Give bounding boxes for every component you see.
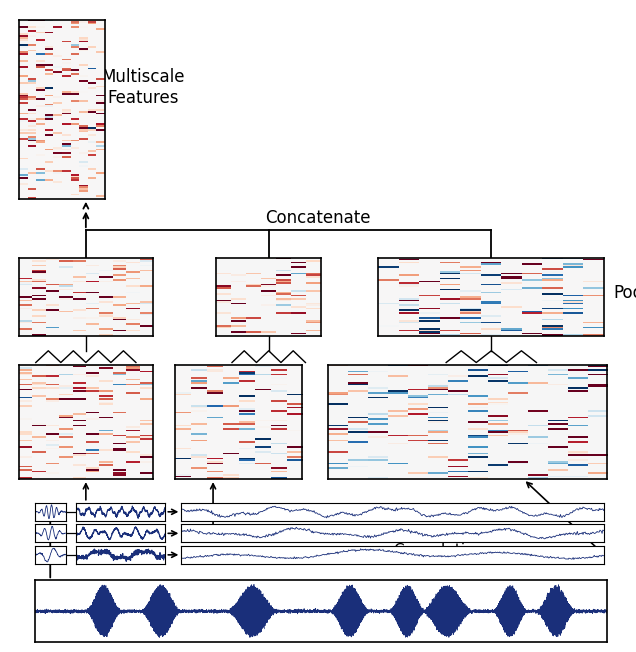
Text: Mid: Mid <box>273 368 296 381</box>
Text: 20 ms: 20 ms <box>279 318 315 331</box>
Text: 10 ms: 10 ms <box>565 461 601 474</box>
Text: Convolution: Convolution <box>393 543 485 558</box>
Text: 20 ms: 20 ms <box>562 318 598 331</box>
Text: 1/16 ms: 1/16 ms <box>547 621 595 634</box>
Text: Pooling: Pooling <box>614 284 636 302</box>
Text: Multiscale
Features: Multiscale Features <box>101 68 185 107</box>
Text: 5 ms: 5 ms <box>267 461 296 474</box>
Text: Concatenate: Concatenate <box>265 209 371 228</box>
Text: 1 ms: 1 ms <box>118 461 146 474</box>
Text: High: High <box>118 368 146 381</box>
Text: Low: Low <box>576 368 601 381</box>
Text: 20 ms: 20 ms <box>110 318 146 331</box>
